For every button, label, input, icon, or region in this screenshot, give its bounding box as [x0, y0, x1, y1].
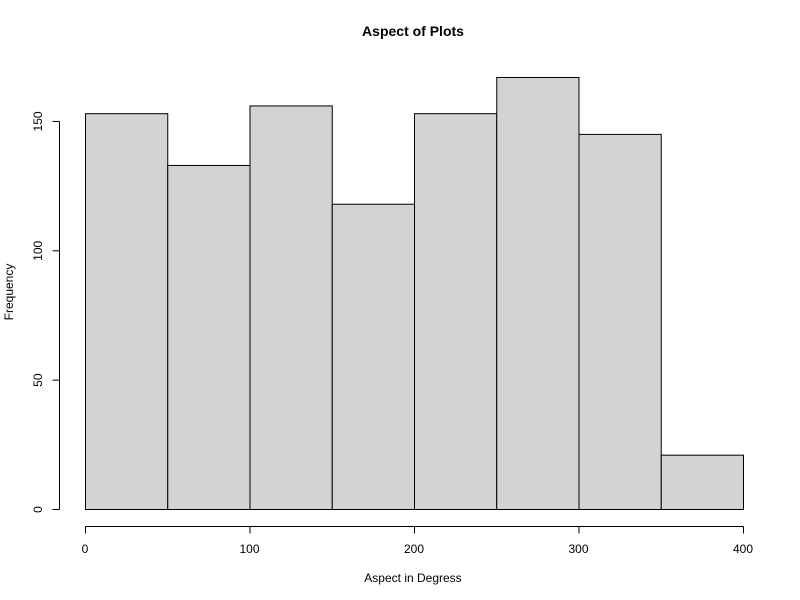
y-axis-label: Frequency	[2, 264, 16, 321]
x-tick-label: 300	[568, 542, 588, 556]
x-tick-label: 200	[404, 542, 424, 556]
y-tick-label: 50	[31, 373, 45, 387]
bars-group	[85, 76, 744, 511]
histogram-bar-250-300	[496, 76, 580, 510]
x-axis: 0 100 200 300 400	[82, 526, 753, 556]
histogram-bar-150-200	[331, 203, 415, 510]
x-tick-label: 100	[239, 542, 259, 556]
y-axis: 0 50 100 150	[31, 111, 60, 513]
x-tick-label: 400	[733, 542, 753, 556]
x-axis-label: Aspect in Degress	[364, 571, 461, 585]
x-tick-label: 0	[82, 542, 89, 556]
histogram-bar-50-100	[167, 164, 251, 511]
chart-title: Aspect of Plots	[362, 23, 464, 39]
histogram-bar-100-150	[249, 105, 333, 510]
histogram-bar-350-400	[660, 454, 744, 511]
y-tick-label: 150	[31, 111, 45, 131]
histogram-bar-300-350	[578, 133, 662, 510]
histogram-bar-200-250	[414, 113, 498, 511]
y-tick-label: 100	[31, 240, 45, 260]
histogram-bar-0-50	[85, 113, 169, 511]
y-tick-label: 0	[31, 506, 45, 513]
